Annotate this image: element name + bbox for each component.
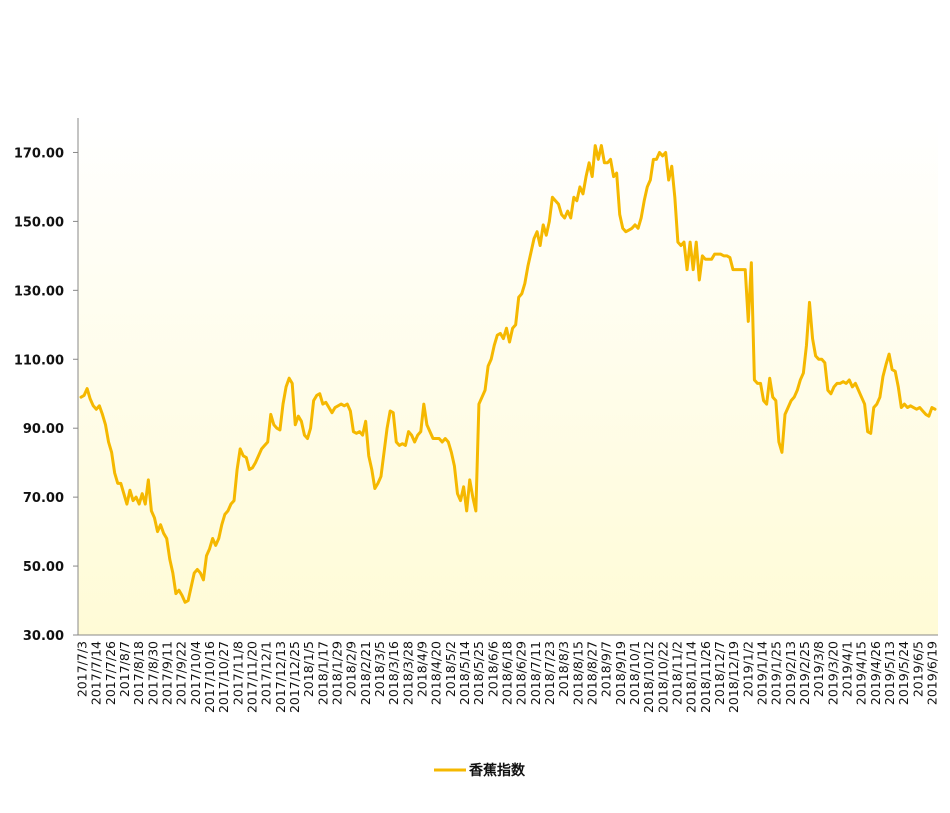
- x-tick-label: 2017/12/13: [273, 641, 288, 713]
- x-axis: 2017/7/3 2017/7/14 2017/7/26 2017/8/7 2017/8…: [75, 634, 940, 713]
- x-tick-label: 2018/9/19: [613, 641, 628, 705]
- x-tick-label: 2019/2/13: [783, 641, 798, 705]
- x-tick-label: 2019/6/19: [925, 641, 940, 705]
- x-tick-label: 2018/6/18: [500, 641, 515, 705]
- x-tick-label: 2019/4/1: [840, 641, 855, 697]
- x-tick-label: 2017/11/8: [230, 641, 245, 705]
- x-tick-label: 2018/8/3: [556, 641, 571, 697]
- y-tick-label: 30.00: [23, 629, 64, 644]
- x-tick-label: 2018/1/29: [330, 641, 345, 705]
- x-tick-label: 2018/2/21: [358, 641, 373, 705]
- x-tick-label: 2018/7/23: [542, 641, 557, 705]
- x-tick-label: 2019/5/13: [882, 641, 897, 705]
- x-tick-label: 2018/12/19: [726, 641, 741, 713]
- y-tick-label: 130.00: [14, 284, 64, 299]
- x-tick-label: 2018/11/26: [698, 641, 713, 713]
- y-tick-label: 150.00: [14, 215, 64, 230]
- x-tick-label: 2019/5/24: [896, 641, 911, 705]
- x-tick-label: 2017/8/30: [145, 641, 160, 705]
- x-tick-label: 2018/1/17: [315, 641, 330, 705]
- x-tick-label: 2017/9/11: [160, 641, 175, 705]
- y-tick-label: 50.00: [23, 560, 64, 575]
- x-tick-label: 2018/11/2: [670, 641, 685, 705]
- x-tick-label: 2018/7/11: [528, 641, 543, 705]
- series-layer: [79, 144, 937, 604]
- y-tick-label: 110.00: [14, 353, 64, 368]
- x-tick-label: 2019/4/26: [868, 641, 883, 705]
- x-tick-label: 2019/2/25: [797, 641, 812, 705]
- x-tick-label: 2018/6/6: [485, 641, 500, 697]
- legend-label: 香蕉指数: [468, 762, 526, 779]
- series-line-banana-index: [79, 144, 937, 604]
- x-tick-label: 2018/3/28: [400, 641, 415, 705]
- x-tick-label: 2018/12/7: [712, 641, 727, 705]
- x-tick-label: 2018/10/22: [655, 641, 670, 713]
- x-tick-label: 2018/3/5: [372, 641, 387, 697]
- x-tick-label: 2019/3/20: [825, 641, 840, 705]
- x-tick-label: 2018/8/15: [570, 641, 585, 705]
- y-axis: 30.00 50.00 70.00 90.00 110.00 130.00 150.00 17…: [14, 118, 79, 644]
- x-tick-label: 2018/4/20: [429, 641, 444, 705]
- x-tick-label: 2017/8/7: [117, 641, 132, 697]
- legend: 香蕉指数: [434, 762, 526, 779]
- y-tick-label: 170.00: [14, 146, 64, 161]
- y-tick-label: 70.00: [23, 491, 64, 506]
- x-tick-label: 2017/12/1: [259, 641, 274, 705]
- x-tick-label: 2018/1/5: [301, 641, 316, 697]
- x-tick-label: 2017/11/20: [245, 641, 260, 713]
- x-tick-label: 2017/7/26: [103, 641, 118, 705]
- x-tick-label: 2017/12/25: [287, 641, 302, 713]
- x-tick-label: 2018/5/14: [457, 641, 472, 705]
- x-tick-label: 2018/10/12: [641, 641, 656, 713]
- x-tick-label: 2017/7/14: [89, 641, 104, 705]
- x-tick-label: 2017/10/4: [188, 641, 203, 705]
- x-tick-label: 2018/8/27: [585, 641, 600, 705]
- x-tick-label: 2018/6/29: [514, 641, 529, 705]
- x-tick-label: 2017/10/27: [216, 641, 231, 713]
- x-tick-label: 2017/8/18: [131, 641, 146, 705]
- x-tick-label: 2018/9/7: [599, 641, 614, 697]
- x-tick-label: 2017/7/3: [75, 641, 90, 697]
- x-tick-label: 2019/1/14: [755, 641, 770, 705]
- x-tick-label: 2019/3/8: [811, 641, 826, 697]
- x-tick-label: 2018/5/2: [443, 641, 458, 697]
- x-tick-label: 2019/1/2: [740, 641, 755, 697]
- y-tick-label: 90.00: [23, 422, 64, 437]
- x-tick-label: 2019/1/25: [769, 641, 784, 705]
- x-tick-label: 2018/4/9: [415, 641, 430, 697]
- x-tick-label: 2018/3/16: [386, 641, 401, 705]
- x-tick-label: 2019/6/5: [910, 641, 925, 697]
- x-tick-label: 2018/2/9: [344, 641, 359, 697]
- x-tick-label: 2017/10/16: [202, 641, 217, 713]
- x-tick-label: 2019/4/15: [854, 641, 869, 705]
- x-tick-label: 2018/10/1: [627, 641, 642, 705]
- x-tick-label: 2017/9/22: [174, 641, 189, 705]
- x-tick-label: 2018/11/14: [684, 641, 699, 713]
- x-tick-label: 2018/5/25: [471, 641, 486, 705]
- plot-area-background: [78, 118, 938, 635]
